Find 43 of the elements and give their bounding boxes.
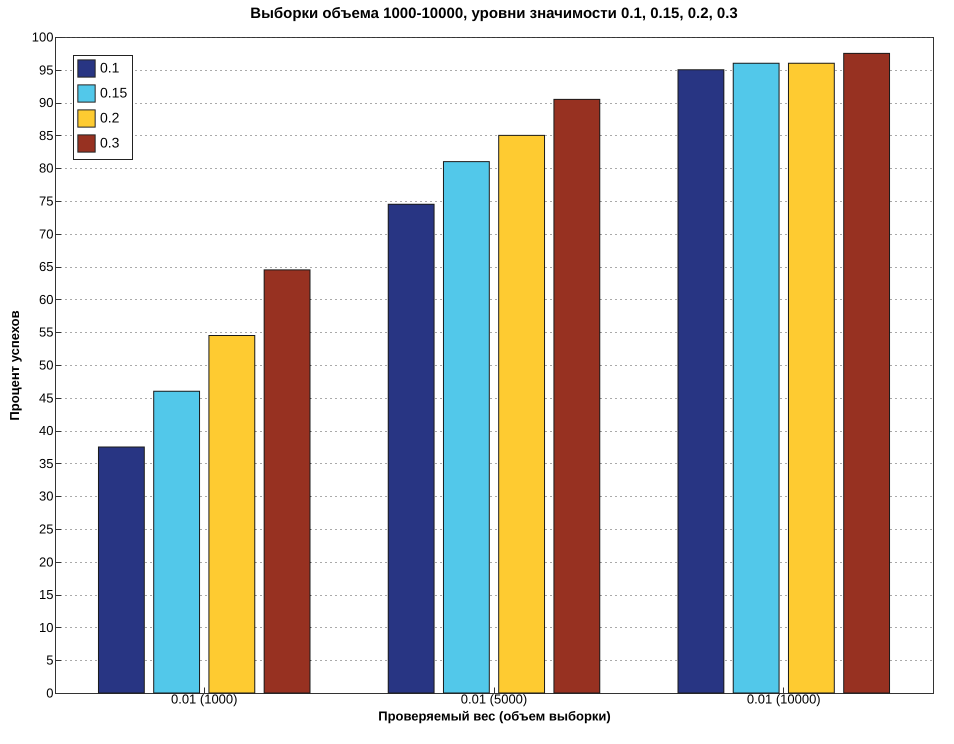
y-tick-label: 85 [39,128,54,143]
y-tick-label: 70 [39,226,54,242]
y-tick-label: 50 [39,358,54,372]
bar [678,69,724,694]
bar [388,204,435,694]
y-tick-label: 80 [39,160,54,176]
y-axis-title: Процент успехов [6,310,22,421]
x-tick-label: 0.01 (1000) [170,692,238,706]
y-tick-label: 55 [39,324,54,340]
y-tick-label: 30 [39,488,54,504]
y-tick-label: 95 [39,62,54,78]
bar [442,161,490,694]
y-tick-label: 75 [39,194,54,208]
legend-label: 0.15 [100,84,128,100]
bar [732,62,780,694]
legend-label: 0.2 [100,110,120,126]
bar [498,134,546,694]
y-tick-label: 40 [39,423,54,438]
y-tick-label: 0 [46,686,54,700]
bar [843,52,890,694]
y-tick-label: 20 [39,554,54,570]
bar [98,446,145,694]
y-tick-label: 65 [39,259,54,274]
bar [264,269,310,694]
y-tick-label: 10 [39,620,54,635]
y-tick-label: 15 [39,587,54,602]
y-tick-label: 90 [39,95,54,110]
legend-label: 0.3 [100,134,120,150]
x-axis-title: Проверяемый вес (объем выборки) [378,708,611,724]
y-tick-label: 45 [39,390,54,406]
bar [553,98,600,694]
y-tick-label: 35 [39,456,54,471]
x-tick-label: 0.01 (10000) [746,692,821,706]
legend-label: 0.1 [100,60,120,76]
bar [788,62,835,694]
bar [153,390,200,694]
chart-title: Выборки объема 1000-10000, уровни значимости 0.1, 0.15, 0.2, 0.3 [250,5,738,22]
y-tick-label: 25 [39,522,54,536]
bar [208,334,256,694]
y-tick-label: 60 [39,292,54,307]
y-tick-label: 100 [32,30,54,44]
y-tick-label: 5 [46,652,54,668]
x-tick-label: 0.01 (5000) [460,692,528,706]
